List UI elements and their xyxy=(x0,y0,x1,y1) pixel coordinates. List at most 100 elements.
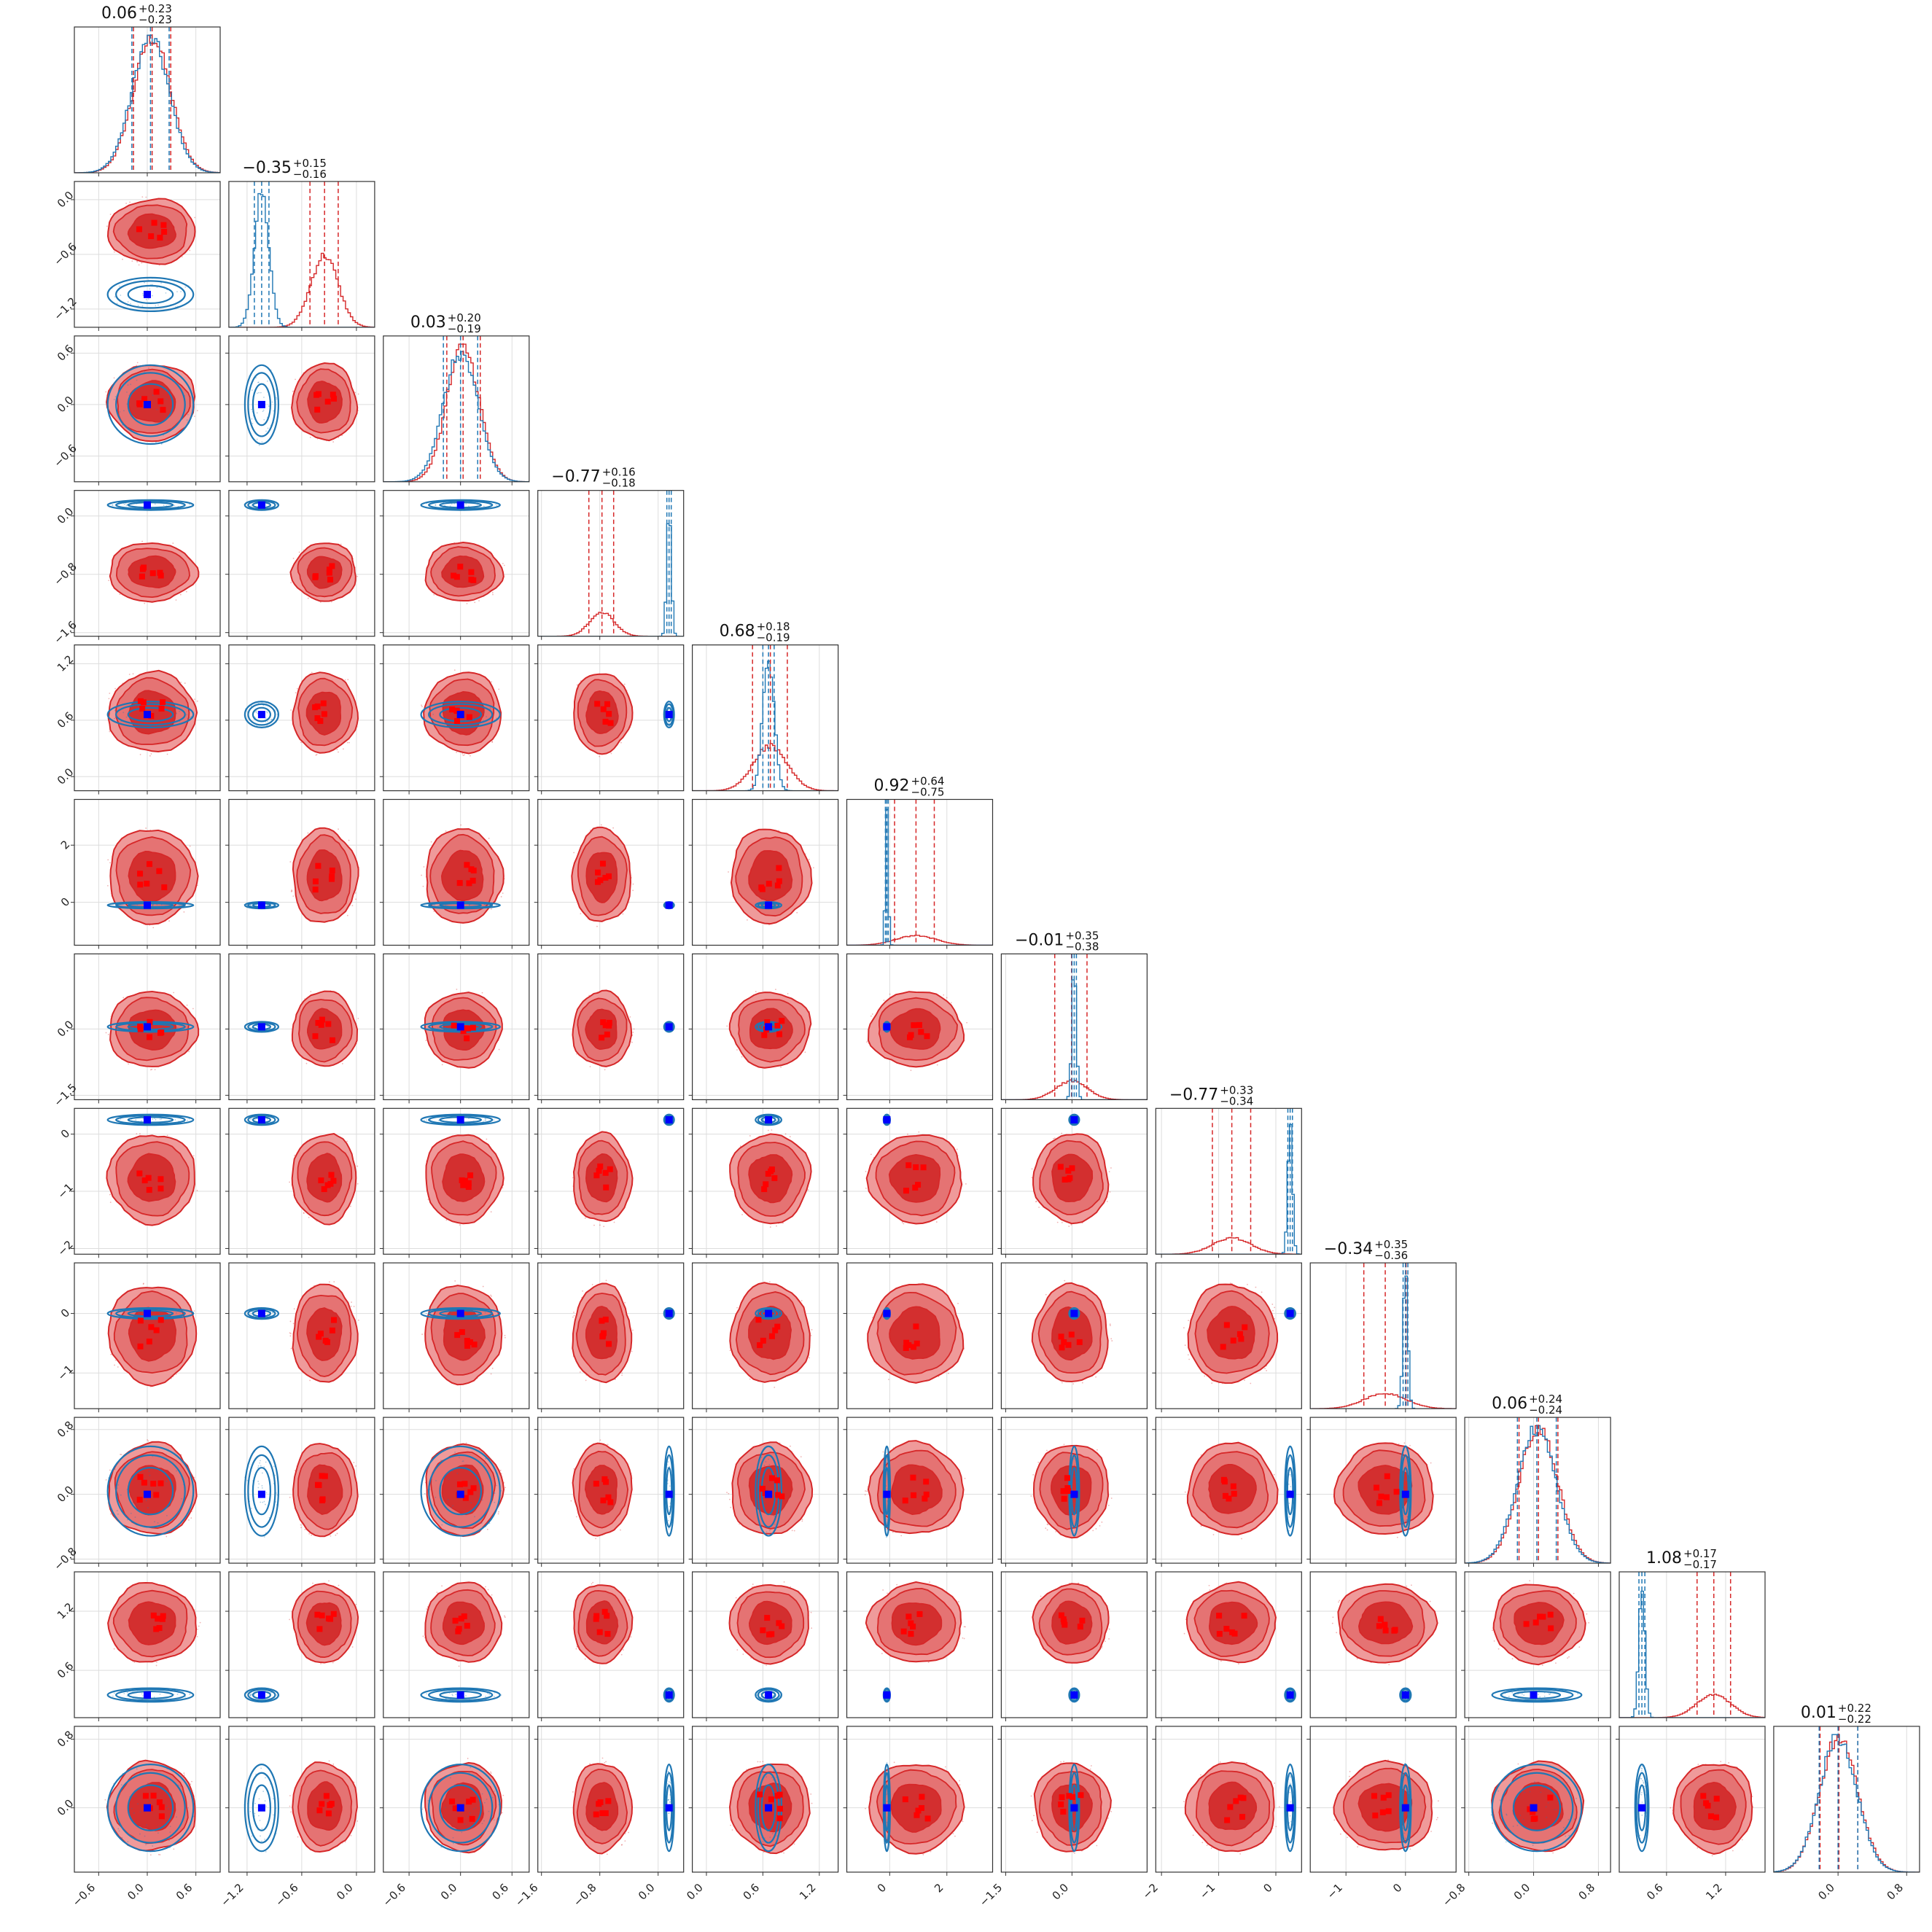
blue-contour xyxy=(757,1115,780,1125)
histogram-series xyxy=(74,34,220,173)
blue-marker xyxy=(1286,1804,1294,1812)
panel-frame xyxy=(1773,1726,1920,1873)
red-marker xyxy=(157,1317,164,1323)
red-marker xyxy=(136,1170,143,1177)
red-marker xyxy=(758,884,765,891)
red-marker xyxy=(760,1485,766,1492)
red-marker xyxy=(329,563,335,569)
red-marker xyxy=(470,1796,476,1803)
blue-contour xyxy=(663,1021,675,1033)
diagonal-panel-7: −0.77 +0.33−0.34 xyxy=(1155,1083,1302,1258)
red-marker xyxy=(324,1182,331,1188)
y-tick-label: 1.2 xyxy=(55,1600,77,1622)
red-marker xyxy=(1061,1495,1067,1502)
blue-contour xyxy=(252,706,271,722)
blue-marker xyxy=(1638,1804,1646,1812)
panel-frame xyxy=(1155,1571,1302,1718)
red-contour-inner xyxy=(307,1464,343,1515)
red-contour-inner xyxy=(891,1602,943,1646)
red-marker xyxy=(144,880,150,887)
param-plus: +0.23 xyxy=(139,2,172,15)
panel-3-5 xyxy=(534,798,685,949)
x-tick-label: 0.0 xyxy=(1050,1881,1072,1903)
red-marker xyxy=(1547,1794,1554,1801)
panel-1-9 xyxy=(225,1417,375,1567)
x-tick-label: 0.6 xyxy=(174,1881,195,1903)
param-plus: +0.22 xyxy=(1838,1702,1871,1715)
blue-contour xyxy=(247,1772,276,1844)
red-marker xyxy=(1547,1611,1554,1618)
panel-2-7 xyxy=(379,1107,530,1258)
red-marker xyxy=(605,873,612,879)
red-marker xyxy=(596,1801,602,1807)
red-marker xyxy=(1060,1488,1067,1495)
red-marker xyxy=(161,884,168,891)
red-marker xyxy=(1062,1621,1068,1628)
red-marker xyxy=(903,1344,909,1351)
red-contour-inner xyxy=(306,1153,343,1203)
red-marker xyxy=(146,1339,152,1345)
red-marker xyxy=(755,1317,762,1323)
param-minus: −0.24 xyxy=(1529,1403,1562,1417)
blue-contour xyxy=(1400,1772,1411,1844)
red-marker xyxy=(1058,1333,1064,1340)
param-minus: −0.23 xyxy=(139,13,172,26)
blue-marker xyxy=(1286,1490,1294,1498)
red-marker xyxy=(1700,1793,1707,1799)
panel-5-7 xyxy=(843,1107,994,1258)
red-marker xyxy=(761,1032,768,1038)
red-marker xyxy=(136,400,143,407)
histogram-series xyxy=(1156,1236,1302,1255)
blue-marker xyxy=(257,1804,265,1812)
red-marker xyxy=(161,228,168,235)
red-marker xyxy=(317,1331,324,1337)
blue-contour xyxy=(252,1467,271,1516)
blue-contour xyxy=(428,1308,494,1319)
panel-frame xyxy=(1309,1571,1457,1718)
red-contour-inner xyxy=(889,1306,940,1360)
red-marker xyxy=(150,1612,157,1619)
panel-frame xyxy=(1000,1571,1148,1718)
blue-contour xyxy=(1491,1687,1583,1703)
red-marker xyxy=(597,877,604,884)
panel-2-9 xyxy=(379,1417,530,1567)
red-marker xyxy=(606,1022,612,1029)
param-title: 0.03 xyxy=(410,313,446,332)
red-marker xyxy=(319,1473,325,1479)
red-marker xyxy=(1224,1817,1231,1823)
x-tick-label: 0.0 xyxy=(1815,1881,1837,1903)
red-marker xyxy=(602,1316,609,1323)
red-marker xyxy=(469,1815,475,1822)
blue-contour xyxy=(664,1688,674,1702)
red-marker xyxy=(1548,1625,1554,1632)
red-marker xyxy=(328,1801,335,1807)
diagonal-panel-8: −0.34 +0.35−0.36 xyxy=(1309,1238,1457,1413)
blue-contour xyxy=(757,1688,780,1702)
panel-0-10: 0.6 1.2 xyxy=(55,1571,221,1721)
y-tick-label: −1 xyxy=(55,1363,75,1383)
red-marker xyxy=(156,1799,163,1806)
blue-marker xyxy=(883,1023,891,1031)
red-marker xyxy=(1059,1344,1065,1351)
blue-marker xyxy=(456,501,464,509)
red-marker xyxy=(900,1628,907,1635)
red-marker xyxy=(595,869,601,876)
histogram-series xyxy=(228,192,375,327)
red-marker xyxy=(603,1184,609,1191)
red-marker xyxy=(923,1491,930,1497)
x-tick-label: 2 xyxy=(932,1881,946,1895)
red-marker xyxy=(1385,1808,1392,1815)
red-marker xyxy=(148,233,155,239)
red-marker xyxy=(313,392,320,398)
panel-7-9 xyxy=(1152,1417,1302,1567)
red-marker xyxy=(593,1613,600,1619)
red-marker xyxy=(315,862,322,869)
red-marker xyxy=(137,1023,144,1029)
panel-frame xyxy=(537,953,685,1101)
red-marker xyxy=(329,1037,335,1043)
red-marker xyxy=(147,1018,153,1025)
blue-marker xyxy=(1401,1691,1409,1699)
x-tick-label: −1.6 xyxy=(513,1881,540,1909)
panel-frame xyxy=(691,953,839,1101)
param-title: −0.77 xyxy=(551,468,600,486)
